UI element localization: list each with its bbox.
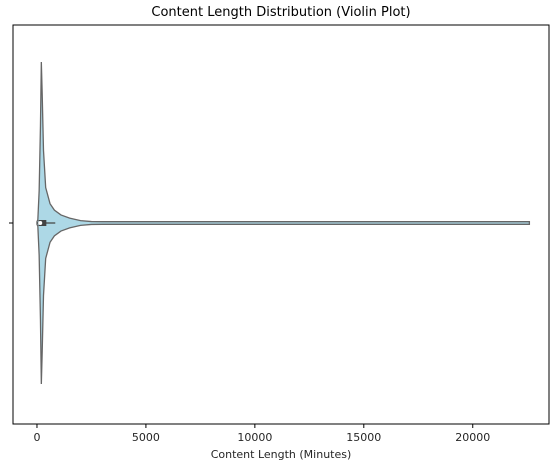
box-iqr	[38, 220, 47, 226]
x-axis-ticks: 0 5000 10000 15000 20000	[33, 424, 490, 444]
x-tick-label: 5000	[132, 431, 160, 444]
violin-body	[36, 61, 531, 385]
x-tick-label: 15000	[346, 431, 381, 444]
box-median	[38, 221, 43, 225]
x-tick-label: 20000	[455, 431, 490, 444]
chart-title: Content Length Distribution (Violin Plot…	[151, 5, 410, 20]
plot-area	[12, 24, 550, 425]
x-axis-label: Content Length (Minutes)	[211, 448, 352, 461]
x-tick-label: 0	[33, 431, 40, 444]
x-tick-label: 10000	[237, 431, 272, 444]
